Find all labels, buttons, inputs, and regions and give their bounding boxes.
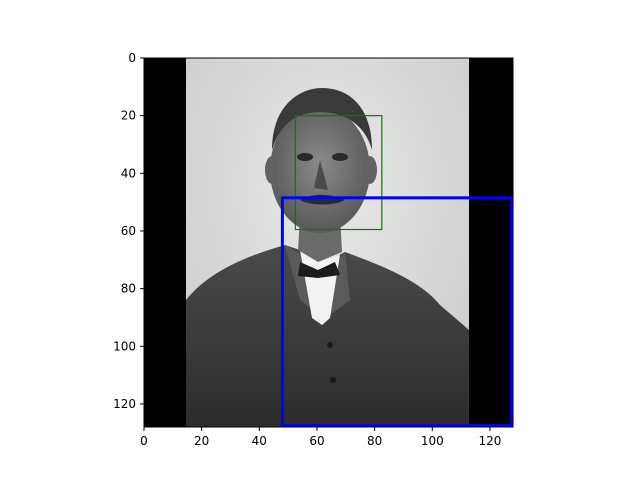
axes-frame (143, 57, 514, 428)
blue-box (280, 196, 514, 428)
x-tick-label: 20 (194, 434, 209, 448)
x-tick-label: 0 (140, 434, 148, 448)
green-box (294, 115, 383, 231)
y-tick-label: 20 (121, 109, 136, 123)
x-tick-label: 80 (367, 434, 382, 448)
y-axis-ticks: 0 20 40 60 80 100 120 (113, 51, 144, 411)
photo (186, 58, 469, 427)
x-tick-label: 120 (478, 434, 501, 448)
x-tick-label: 40 (252, 434, 267, 448)
y-tick-label: 0 (128, 51, 136, 65)
x-tick-label: 100 (421, 434, 444, 448)
y-tick-label: 60 (121, 224, 136, 238)
x-axis-ticks: 0 20 40 60 80 100 120 (140, 427, 501, 448)
y-tick-label: 40 (121, 166, 136, 180)
y-tick-label: 100 (113, 339, 136, 353)
y-tick-label: 80 (121, 282, 136, 296)
boxes-layer (280, 115, 514, 428)
x-tick-label: 60 (309, 434, 324, 448)
y-tick-label: 120 (113, 397, 136, 411)
portrait-image (144, 58, 513, 427)
